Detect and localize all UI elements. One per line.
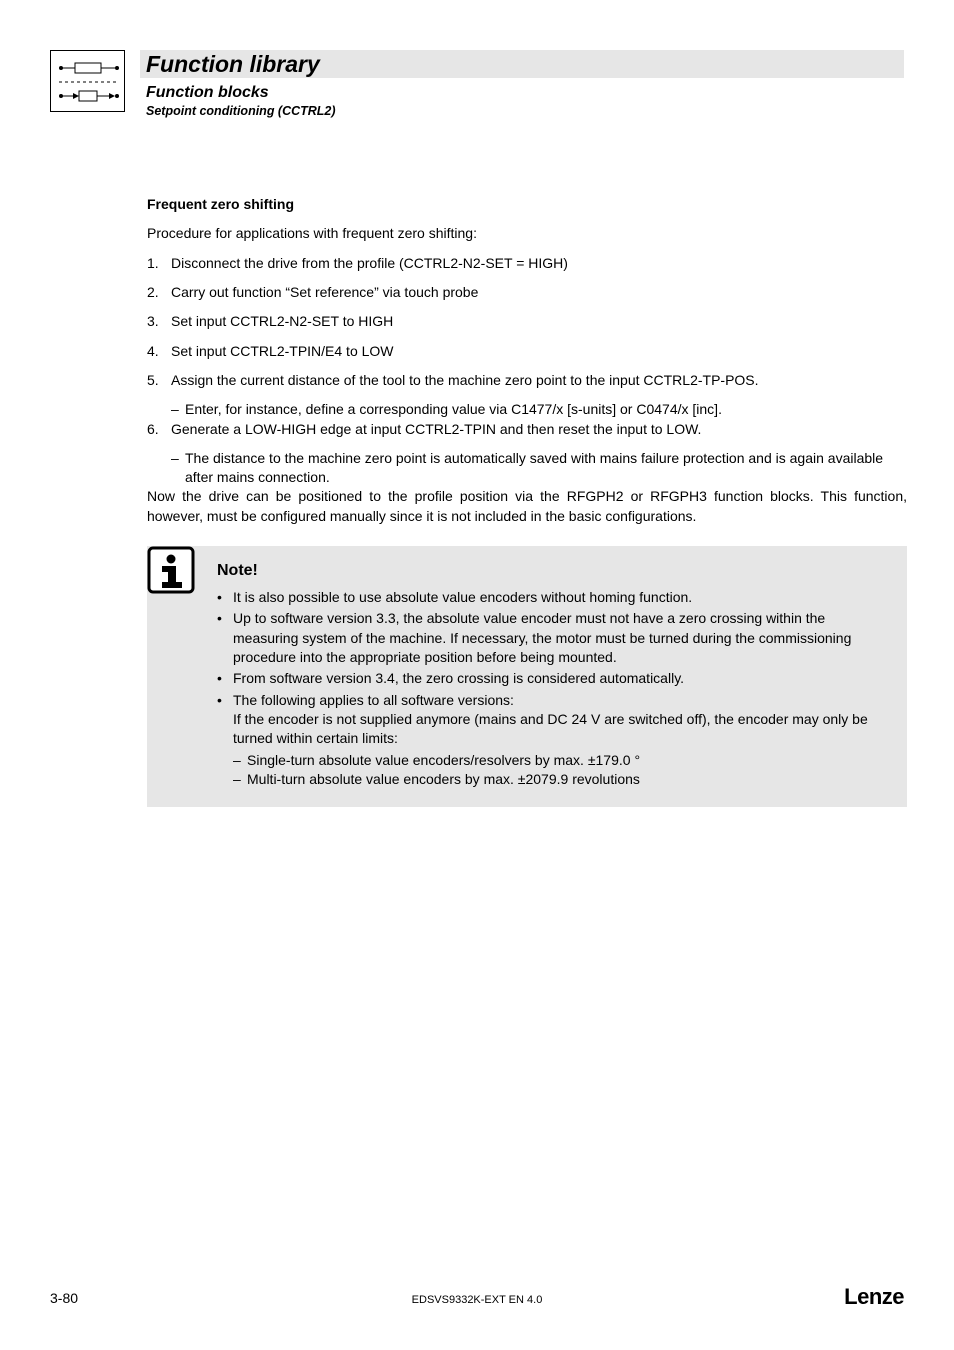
function-block-icon	[50, 50, 125, 112]
list-item: 1.Disconnect the drive from the profile …	[147, 254, 907, 273]
note-sub-text: Single-turn absolute value encoders/reso…	[247, 751, 893, 770]
outro-text: Now the drive can be positioned to the p…	[147, 487, 907, 526]
bullet-marker: •	[217, 669, 233, 688]
note-sub-text: Multi-turn absolute value encoders by ma…	[247, 770, 893, 789]
list-number: 1.	[147, 254, 171, 273]
note-list-item: •The following applies to all software v…	[217, 691, 893, 749]
list-item: 6.Generate a LOW-HIGH edge at input CCTR…	[147, 420, 907, 439]
note-item-text: Up to software version 3.3, the absolute…	[233, 609, 893, 667]
list-number: 3.	[147, 312, 171, 331]
list-sub-item: –The distance to the machine zero point …	[147, 449, 907, 488]
list-item: 3.Set input CCTRL2-N2-SET to HIGH	[147, 312, 907, 331]
list-item: 5.Assign the current distance of the too…	[147, 371, 907, 390]
list-sub-text: The distance to the machine zero point i…	[185, 449, 907, 488]
page-title: Function library	[146, 51, 320, 78]
list-number: 2.	[147, 283, 171, 302]
dash-marker: –	[233, 751, 247, 770]
footer: 3-80 EDSVS9332K-EXT EN 4.0 Lenze	[50, 1282, 904, 1306]
dash-marker: –	[171, 400, 185, 419]
list-text: Disconnect the drive from the profile (C…	[171, 254, 907, 273]
list-text: Assign the current distance of the tool …	[171, 371, 907, 390]
note-list-item: •From software version 3.4, the zero cro…	[217, 669, 893, 688]
bullet-marker: •	[217, 588, 233, 607]
list-number: 4.	[147, 342, 171, 361]
intro-text: Procedure for applications with frequent…	[147, 224, 907, 243]
list-text: Set input CCTRL2-N2-SET to HIGH	[171, 312, 907, 331]
note-item-text: The following applies to all software ve…	[233, 691, 893, 749]
list-item: 4.Set input CCTRL2-TPIN/E4 to LOW	[147, 342, 907, 361]
list-text: Generate a LOW-HIGH edge at input CCTRL2…	[171, 420, 907, 439]
page-subsubtitle: Setpoint conditioning (CCTRL2)	[146, 104, 336, 118]
dash-marker: –	[171, 449, 185, 488]
note-item-text: From software version 3.4, the zero cros…	[233, 669, 893, 688]
note-list-item: •It is also possible to use absolute val…	[217, 588, 893, 607]
note-item-text: It is also possible to use absolute valu…	[233, 588, 893, 607]
list-item: 2.Carry out function “Set reference” via…	[147, 283, 907, 302]
page-number: 3-80	[50, 1290, 78, 1306]
list-text: Set input CCTRL2-TPIN/E4 to LOW	[171, 342, 907, 361]
note-sub-item: –Single-turn absolute value encoders/res…	[217, 751, 893, 770]
document-id: EDSVS9332K-EXT EN 4.0	[412, 1294, 543, 1306]
list-number: 5.	[147, 371, 171, 390]
dash-marker: –	[233, 770, 247, 789]
info-icon	[147, 546, 195, 594]
list-sub-item: –Enter, for instance, define a correspon…	[147, 400, 907, 419]
list-number: 6.	[147, 420, 171, 439]
bullet-marker: •	[217, 691, 233, 749]
note-sub-item: –Multi-turn absolute value encoders by m…	[217, 770, 893, 789]
note-list-item: •Up to software version 3.3, the absolut…	[217, 609, 893, 667]
section-heading: Frequent zero shifting	[147, 195, 907, 214]
page-subtitle: Function blocks	[146, 84, 269, 102]
list-text: Carry out function “Set reference” via t…	[171, 283, 907, 302]
note-title: Note!	[217, 560, 893, 582]
main-content: Frequent zero shifting Procedure for app…	[147, 195, 907, 807]
header-band: Function library	[140, 50, 904, 78]
note-block: Note! •It is also possible to use absolu…	[147, 546, 907, 807]
list-sub-text: Enter, for instance, define a correspond…	[185, 400, 907, 419]
bullet-marker: •	[217, 609, 233, 667]
brand-logo: Lenze	[844, 1284, 904, 1310]
